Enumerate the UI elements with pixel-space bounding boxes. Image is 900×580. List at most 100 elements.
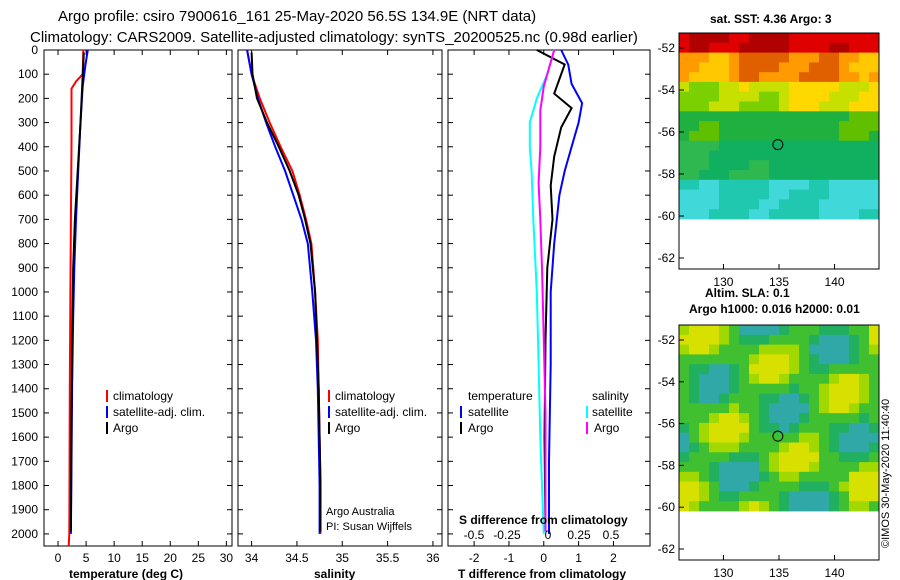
map-cell xyxy=(859,101,870,112)
map-cell xyxy=(859,325,870,336)
map-cell xyxy=(699,91,710,102)
map-cell xyxy=(699,42,710,53)
map-cell xyxy=(709,130,720,142)
map-cell xyxy=(759,130,770,142)
depth-tick-label: 1700 xyxy=(11,454,38,468)
map-cell xyxy=(729,501,740,512)
map-cell xyxy=(769,101,780,112)
sla-map: 130 135 140 -52 -54 -56 -58 -60 -62 xyxy=(658,324,880,580)
map-cell xyxy=(759,481,770,492)
map-cell xyxy=(859,452,870,463)
map-cell xyxy=(739,354,750,365)
map-cell xyxy=(769,481,780,492)
map-y-tick-label: -52 xyxy=(658,333,676,347)
annotation-argo-australia: Argo Australia xyxy=(326,506,395,518)
map-cell xyxy=(799,160,810,171)
map-cell xyxy=(849,471,860,482)
map-cell xyxy=(719,373,730,385)
map-cell xyxy=(749,373,760,385)
map-cell xyxy=(869,52,880,63)
map-cell xyxy=(739,199,750,210)
map-cell xyxy=(869,91,880,102)
map-cell xyxy=(869,179,880,190)
map-cell xyxy=(709,393,720,404)
map-cell xyxy=(829,121,840,132)
depth-tick-label: 700 xyxy=(18,212,38,226)
depth-tick-label: 1300 xyxy=(11,358,38,372)
map-cell xyxy=(719,393,730,404)
map-cell xyxy=(789,334,800,345)
map-cell xyxy=(829,501,840,512)
map-cell xyxy=(829,481,840,492)
map-cell xyxy=(849,383,860,394)
map-cell xyxy=(839,334,850,345)
map-cell xyxy=(719,209,730,220)
map-cell xyxy=(799,72,810,83)
map-cell xyxy=(819,121,830,132)
map-cell xyxy=(769,373,780,385)
map-cell xyxy=(829,403,840,414)
map-cell xyxy=(809,442,820,453)
map-cell xyxy=(789,62,800,73)
map-cell xyxy=(769,462,780,473)
depth-tick-label: 1200 xyxy=(11,333,38,347)
map-cell xyxy=(869,403,880,414)
map-cell xyxy=(779,160,790,171)
map-cell xyxy=(809,364,820,375)
map-cell xyxy=(819,42,830,53)
map-cell xyxy=(699,383,710,394)
map-cell xyxy=(869,189,880,200)
x-tick-label: 10 xyxy=(107,551,121,565)
map-cell xyxy=(849,72,860,83)
depth-tick-label: 1400 xyxy=(11,382,38,396)
map-cell xyxy=(769,33,780,44)
imos-copyright-label: ©IMOS 30-May-2020 11:40:40 xyxy=(880,399,892,548)
map-cell xyxy=(689,334,700,345)
temperature-panel-frame xyxy=(43,49,233,547)
map-cell xyxy=(859,432,870,443)
map-cell xyxy=(789,471,800,482)
map-cell xyxy=(729,354,740,365)
map-cell xyxy=(809,422,820,434)
map-cell xyxy=(869,42,880,53)
map-cell xyxy=(809,403,820,414)
map-cell xyxy=(719,364,730,375)
depth-tick-label: 1900 xyxy=(11,503,38,517)
series-line-argo xyxy=(69,52,85,532)
map-cell xyxy=(869,199,880,210)
map-cell xyxy=(799,121,810,132)
map-cell xyxy=(759,403,770,414)
map-cell xyxy=(819,334,830,345)
map-cell xyxy=(809,199,820,210)
map-cell xyxy=(819,111,830,122)
map-cell xyxy=(809,491,820,502)
map-cell xyxy=(769,72,780,83)
map-cell xyxy=(679,452,690,463)
map-cell xyxy=(859,130,870,142)
map-cell xyxy=(689,471,700,482)
map-cell xyxy=(849,501,860,512)
map-cell xyxy=(809,413,820,424)
map-cell xyxy=(789,491,800,502)
map-cell xyxy=(729,373,740,385)
map-cell xyxy=(709,199,720,210)
map-cell xyxy=(839,413,850,424)
map-cell xyxy=(779,491,790,502)
map-cell xyxy=(749,471,760,482)
map-cell xyxy=(749,130,760,142)
map-cell xyxy=(829,413,840,424)
map-cell xyxy=(859,91,870,102)
legend-argo: Argo xyxy=(113,421,139,435)
map-cell xyxy=(769,325,780,336)
map-cell xyxy=(789,150,800,161)
map-cell xyxy=(839,91,850,102)
map-cell xyxy=(689,501,700,512)
map-cell xyxy=(829,452,840,463)
map-y-tick-label: -58 xyxy=(658,458,676,472)
map-cell xyxy=(799,91,810,102)
map-cell xyxy=(709,383,720,394)
map-cell xyxy=(769,471,780,482)
map-cell xyxy=(769,189,780,200)
map-cell xyxy=(689,189,700,200)
map-cell xyxy=(789,199,800,210)
